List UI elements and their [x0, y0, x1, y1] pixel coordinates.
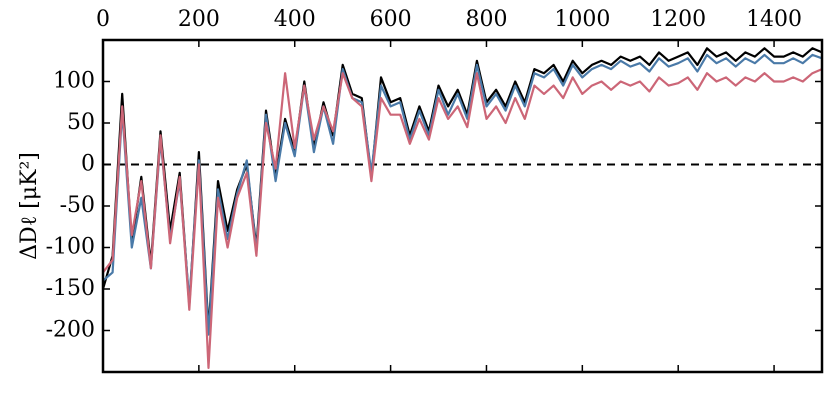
- x-tick-label: 600: [370, 7, 412, 32]
- x-tick-label: 200: [178, 7, 220, 32]
- y-tick-label: -100: [46, 235, 95, 260]
- x-tick-label: 400: [274, 7, 316, 32]
- y-axis-label: ΔDℓ [μK²]: [17, 152, 42, 260]
- y-tick-label: 0: [81, 152, 95, 177]
- x-tick-label: 1200: [650, 7, 706, 32]
- y-tick-label: -50: [60, 193, 95, 218]
- y-tick-label: 50: [67, 110, 95, 135]
- y-tick-label: -200: [46, 318, 95, 343]
- x-tick-label: 0: [96, 7, 110, 32]
- x-tick-label: 1000: [554, 7, 610, 32]
- series-line: [101, 47, 823, 332]
- plot-frame: [101, 38, 824, 374]
- series-line: [102, 53, 823, 336]
- x-tick-label: 800: [465, 7, 507, 32]
- x-tick-label: 1400: [746, 7, 802, 32]
- y-tick-label: 100: [53, 69, 95, 94]
- series-line: [102, 68, 823, 369]
- y-tick-label: -150: [46, 276, 95, 301]
